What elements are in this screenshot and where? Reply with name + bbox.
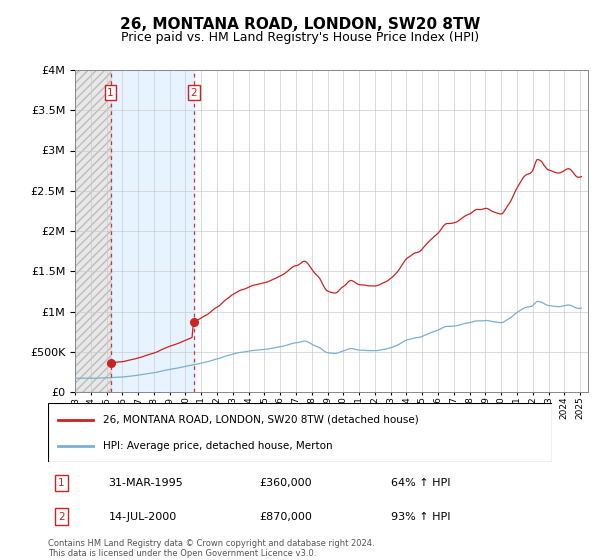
- Bar: [75, 70, 110, 392]
- Text: 93% ↑ HPI: 93% ↑ HPI: [391, 512, 450, 521]
- Text: 1: 1: [107, 87, 114, 97]
- Text: 64% ↑ HPI: 64% ↑ HPI: [391, 478, 450, 488]
- Bar: [75, 70, 110, 392]
- Text: Contains HM Land Registry data © Crown copyright and database right 2024.
This d: Contains HM Land Registry data © Crown c…: [48, 539, 374, 558]
- FancyBboxPatch shape: [48, 403, 552, 462]
- Text: 14-JUL-2000: 14-JUL-2000: [109, 512, 177, 521]
- Text: 2: 2: [191, 87, 197, 97]
- Text: 26, MONTANA ROAD, LONDON, SW20 8TW: 26, MONTANA ROAD, LONDON, SW20 8TW: [120, 17, 480, 32]
- Text: Price paid vs. HM Land Registry's House Price Index (HPI): Price paid vs. HM Land Registry's House …: [121, 31, 479, 44]
- Text: £870,000: £870,000: [260, 512, 313, 521]
- Bar: [110, 70, 194, 392]
- Text: 31-MAR-1995: 31-MAR-1995: [109, 478, 183, 488]
- Text: 1: 1: [58, 478, 65, 488]
- Text: 2: 2: [58, 512, 65, 521]
- Text: 26, MONTANA ROAD, LONDON, SW20 8TW (detached house): 26, MONTANA ROAD, LONDON, SW20 8TW (deta…: [103, 414, 419, 424]
- Text: £360,000: £360,000: [260, 478, 313, 488]
- Text: HPI: Average price, detached house, Merton: HPI: Average price, detached house, Mert…: [103, 441, 333, 451]
